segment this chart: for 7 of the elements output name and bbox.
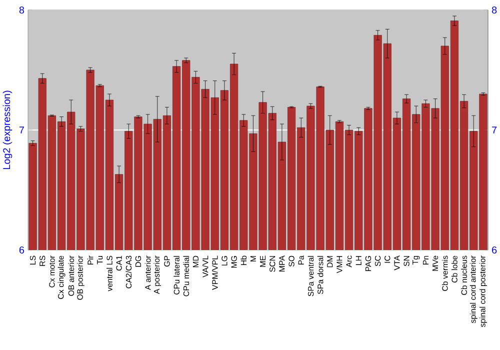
y2-tick-label: 6 <box>492 246 497 254</box>
y-tick-label: 8 <box>19 6 24 14</box>
y2-tick-label: 8 <box>492 6 497 14</box>
y-axis-title: Log2 (expression) <box>2 90 12 170</box>
y-tick-label: 6 <box>19 246 24 254</box>
y2-tick-label: 7 <box>492 126 497 134</box>
y-tick-label: 7 <box>19 126 24 134</box>
